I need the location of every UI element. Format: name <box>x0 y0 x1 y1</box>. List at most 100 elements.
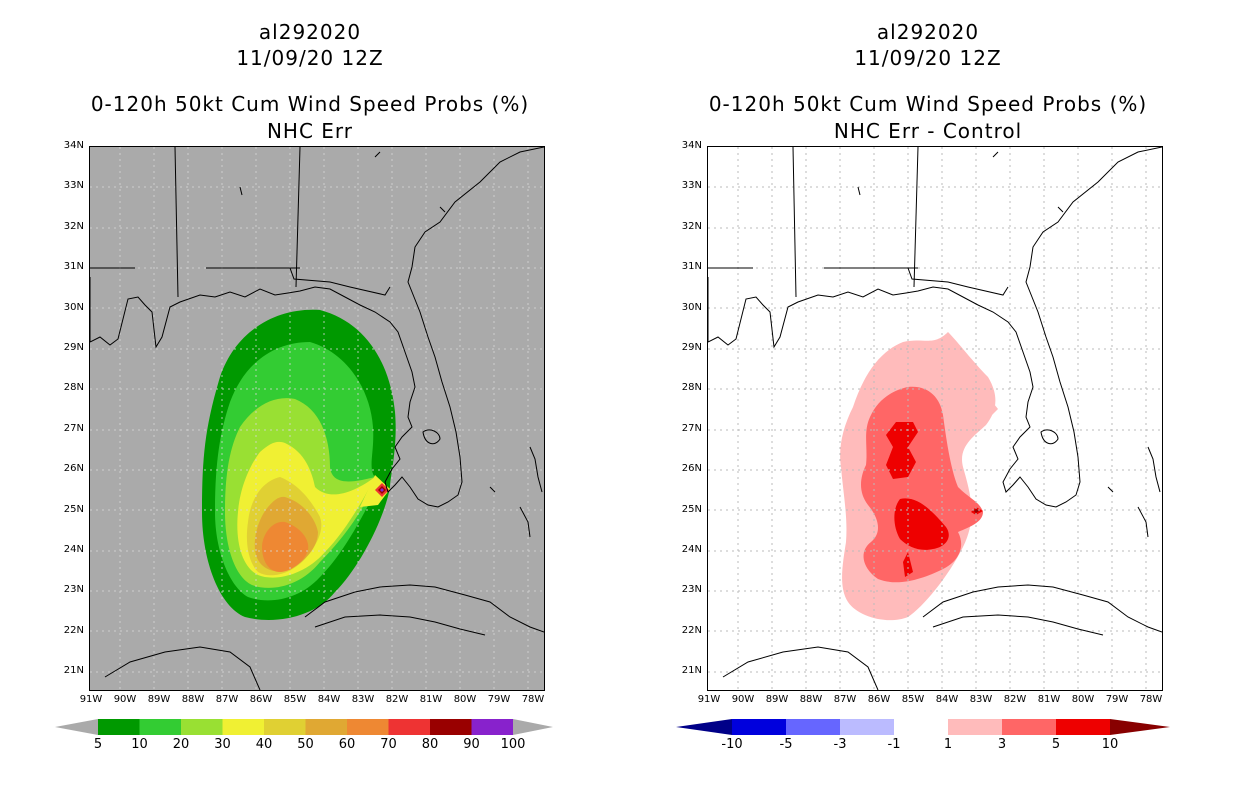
right-storm-id: al292020 <box>876 20 980 44</box>
left-colorbar-bin <box>305 719 347 735</box>
right-lon-label: 83W <box>969 694 993 705</box>
right-colorbar-bin <box>786 719 840 735</box>
right-lon-label: 89W <box>765 694 789 705</box>
left-map-svg <box>90 147 544 690</box>
left-colorbar-label: 90 <box>463 737 480 752</box>
left-colorbar-label: 30 <box>214 737 231 752</box>
left-coastlines <box>90 147 544 690</box>
right-colorbar-label: -10 <box>721 737 743 752</box>
left-lat-label: 28N <box>63 382 84 393</box>
left-colorbar-bin <box>98 719 140 735</box>
right-colorbar-high-arrow <box>1110 719 1170 735</box>
right-colorbar-low-arrow <box>676 719 732 735</box>
right-colorbar <box>676 719 1170 735</box>
left-lat-label: 31N <box>63 261 84 272</box>
left-lon-label: 91W <box>79 694 103 705</box>
left-lon-label: 81W <box>419 694 443 705</box>
right-colorbar-bin <box>1056 719 1110 735</box>
right-colorbar-bin <box>840 719 894 735</box>
left-colorbar-bin <box>139 719 181 735</box>
right-colorbar-bin <box>732 719 786 735</box>
right-lat-label: 31N <box>681 261 702 272</box>
right-lat-label: 26N <box>681 463 702 474</box>
left-lat-label: 24N <box>63 544 84 555</box>
left-lat-label: 26N <box>63 463 84 474</box>
right-colorbar-label: 5 <box>1051 737 1061 752</box>
left-lon-label: 80W <box>453 694 477 705</box>
right-lat-label: 24N <box>681 544 702 555</box>
left-colorbar-bin <box>181 719 223 735</box>
right-colorbar-label: -1 <box>887 737 901 752</box>
left-lon-label: 79W <box>487 694 511 705</box>
left-panel: al292020 11/09/20 12Z 0-120h 50kt Cum Wi… <box>55 20 553 752</box>
right-panel: al292020 11/09/20 12Z 0-120h 50kt Cum Wi… <box>618 0 1236 800</box>
left-lon-label: 87W <box>215 694 239 705</box>
left-contour-60 <box>262 521 309 572</box>
left-colorbar-label: 10 <box>131 737 148 752</box>
left-colorbar-bin <box>388 719 430 735</box>
left-lat-label: 23N <box>63 584 84 595</box>
left-colorbar-label: 70 <box>380 737 397 752</box>
left-colorbar-label: 60 <box>338 737 356 752</box>
left-lat-label: 34N <box>63 140 84 151</box>
right-map-svg <box>708 147 1162 690</box>
left-colorbar-low-arrow <box>55 719 98 735</box>
left-product-title: 0-120h 50kt Cum Wind Speed Probs (%) <box>90 92 530 116</box>
left-colorbar-label: 80 <box>421 737 439 752</box>
right-lat-label: 33N <box>681 180 702 191</box>
right-lon-label: 87W <box>833 694 857 705</box>
right-contour-10-keys <box>974 509 979 513</box>
right-lon-label: 90W <box>731 694 755 705</box>
left-lon-label: 89W <box>147 694 171 705</box>
right-lat-label: 21N <box>681 665 702 676</box>
left-colorbar-bin <box>430 719 472 735</box>
right-lat-label: 28N <box>681 382 702 393</box>
right-lat-label: 29N <box>681 342 702 353</box>
left-storm-id: al292020 <box>258 20 362 44</box>
left-subtitle: NHC Err <box>266 119 354 143</box>
right-lat-label: 23N <box>681 584 702 595</box>
right-product-title: 0-120h 50kt Cum Wind Speed Probs (%) <box>708 92 1148 116</box>
right-grid <box>708 147 1162 690</box>
left-lon-label: 83W <box>351 694 375 705</box>
right-lon-label: 82W <box>1003 694 1027 705</box>
left-datetime: 11/09/20 12Z <box>236 46 384 70</box>
left-colorbar-bin <box>471 719 513 735</box>
left-colorbar-bin <box>222 719 264 735</box>
left-colorbar-bin <box>264 719 306 735</box>
right-colorbar-bin <box>948 719 1002 735</box>
right-colorbar-label: 10 <box>1101 737 1119 752</box>
right-contour-1-notch <box>978 399 998 419</box>
left-colorbar-label: 50 <box>297 737 314 752</box>
right-lon-label: 79W <box>1105 694 1129 705</box>
right-lat-label: 27N <box>681 423 702 434</box>
right-colorbar-label: -5 <box>779 737 793 752</box>
right-lat-label: 25N <box>681 504 702 515</box>
right-lon-label: 88W <box>799 694 823 705</box>
left-colorbar-label: 20 <box>172 737 190 752</box>
left-colorbar-label: 5 <box>93 737 103 752</box>
right-lon-label: 78W <box>1139 694 1163 705</box>
left-lon-label: 85W <box>283 694 307 705</box>
left-lat-label: 25N <box>63 504 84 515</box>
right-contour-5-spot <box>903 552 913 577</box>
right-lon-label: 85W <box>901 694 925 705</box>
right-lon-label: 81W <box>1037 694 1061 705</box>
right-colorbar-label: 3 <box>997 737 1007 752</box>
right-lat-label: 34N <box>681 140 702 151</box>
left-lat-label: 33N <box>63 180 84 191</box>
right-lat-label: 32N <box>681 221 702 232</box>
right-lon-label: 86W <box>867 694 891 705</box>
right-lon-label: 80W <box>1071 694 1095 705</box>
left-lat-label: 21N <box>63 665 84 676</box>
right-subtitle: NHC Err - Control <box>833 119 1023 143</box>
left-lon-label: 82W <box>385 694 409 705</box>
left-colorbar-label: 100 <box>500 737 526 752</box>
left-lat-label: 27N <box>63 423 84 434</box>
left-lon-label: 90W <box>113 694 137 705</box>
left-colorbar-bin <box>347 719 389 735</box>
left-hotspot-90 <box>380 488 384 492</box>
left-lat-label: 29N <box>63 342 84 353</box>
left-colorbar-high-arrow <box>513 719 553 735</box>
left-hotspot-yellow <box>360 475 390 507</box>
